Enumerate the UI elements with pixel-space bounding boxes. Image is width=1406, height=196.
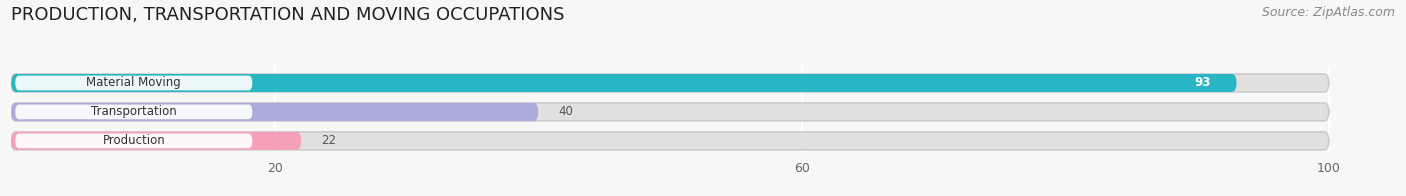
Text: 93: 93 [1194, 76, 1211, 90]
FancyBboxPatch shape [11, 103, 538, 121]
Text: 40: 40 [558, 105, 572, 118]
FancyBboxPatch shape [11, 74, 1237, 92]
FancyBboxPatch shape [15, 76, 252, 90]
Text: PRODUCTION, TRANSPORTATION AND MOVING OCCUPATIONS: PRODUCTION, TRANSPORTATION AND MOVING OC… [11, 6, 565, 24]
Text: Material Moving: Material Moving [86, 76, 181, 90]
FancyBboxPatch shape [15, 133, 252, 148]
FancyBboxPatch shape [11, 74, 1329, 92]
Text: 22: 22 [321, 134, 336, 147]
FancyBboxPatch shape [15, 105, 252, 119]
Text: Production: Production [103, 134, 165, 147]
Text: Source: ZipAtlas.com: Source: ZipAtlas.com [1261, 6, 1395, 19]
FancyBboxPatch shape [11, 132, 301, 150]
FancyBboxPatch shape [11, 103, 1329, 121]
FancyBboxPatch shape [11, 132, 1329, 150]
Text: Transportation: Transportation [91, 105, 177, 118]
